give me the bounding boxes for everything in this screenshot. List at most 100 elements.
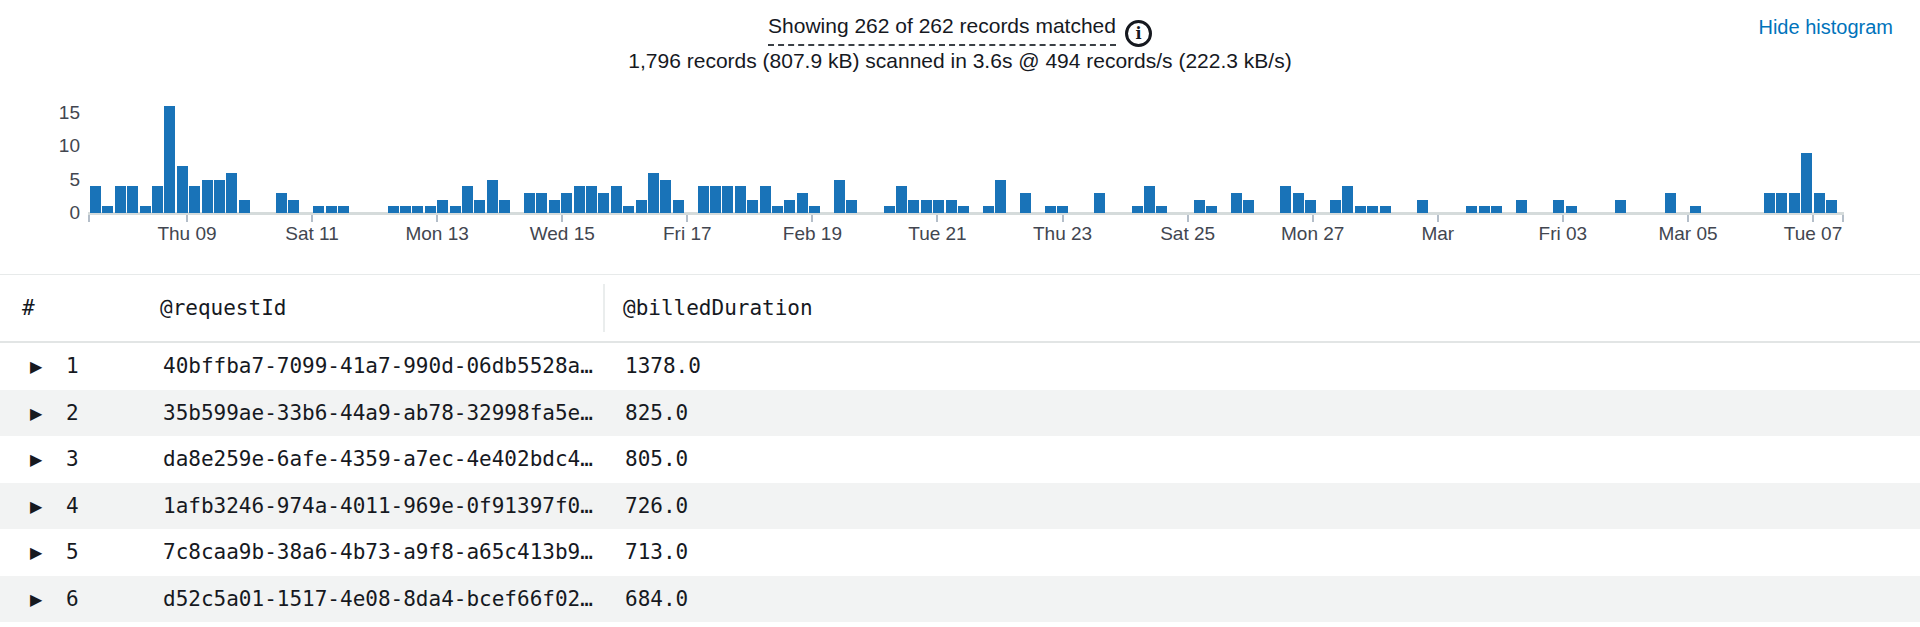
histogram-bar[interactable] xyxy=(462,186,473,213)
table-row[interactable]: ▶41afb3246-974a-4011-969e-0f91397f0…726.… xyxy=(0,483,1920,530)
histogram-bar[interactable] xyxy=(1280,186,1291,213)
histogram-bar[interactable] xyxy=(90,186,101,213)
histogram-bar[interactable] xyxy=(1355,206,1366,213)
histogram-bar[interactable] xyxy=(1367,206,1378,213)
histogram-bar[interactable] xyxy=(487,180,498,213)
column-resize-handle[interactable] xyxy=(603,284,605,332)
histogram-bar[interactable] xyxy=(1194,200,1205,213)
histogram-bar[interactable] xyxy=(760,186,771,213)
table-row[interactable]: ▶140bffba7-7099-41a7-990d-06db5528a…1378… xyxy=(0,343,1920,390)
histogram-bar[interactable] xyxy=(846,200,857,213)
histogram-bar[interactable] xyxy=(561,193,572,213)
histogram-bar[interactable] xyxy=(1466,206,1477,213)
histogram-bar[interactable] xyxy=(1206,206,1217,213)
histogram-bar[interactable] xyxy=(338,206,349,213)
histogram-bar[interactable] xyxy=(884,206,895,213)
histogram-bar[interactable] xyxy=(115,186,126,213)
histogram-bar[interactable] xyxy=(474,200,485,213)
histogram-bar[interactable] xyxy=(648,173,659,213)
histogram-bar[interactable] xyxy=(636,200,647,213)
histogram-bar[interactable] xyxy=(276,193,287,213)
histogram-bar[interactable] xyxy=(896,186,907,213)
histogram-bar[interactable] xyxy=(710,186,721,213)
histogram-bar[interactable] xyxy=(958,206,969,213)
histogram-bar[interactable] xyxy=(574,186,585,213)
row-expander-icon[interactable]: ▶ xyxy=(30,589,42,608)
histogram-bar[interactable] xyxy=(1132,206,1143,213)
histogram-bar[interactable] xyxy=(1156,206,1167,213)
histogram-bar[interactable] xyxy=(784,200,795,213)
histogram-bar[interactable] xyxy=(239,200,250,213)
histogram-bar[interactable] xyxy=(177,166,188,213)
histogram-bar[interactable] xyxy=(127,186,138,213)
histogram-bar[interactable] xyxy=(946,200,957,213)
row-expander-icon[interactable]: ▶ xyxy=(30,357,42,376)
histogram-bar[interactable] xyxy=(412,206,423,213)
histogram-bar[interactable] xyxy=(722,186,733,213)
histogram-bar[interactable] xyxy=(499,200,510,213)
table-row[interactable]: ▶6d52c5a01-1517-4e08-8da4-bcef66f02…684.… xyxy=(0,576,1920,623)
histogram-bar[interactable] xyxy=(1553,200,1564,213)
histogram-bar[interactable] xyxy=(1665,193,1676,213)
histogram-bar[interactable] xyxy=(809,206,820,213)
table-row[interactable]: ▶3da8e259e-6afe-4359-a7ec-4e402bdc4…805.… xyxy=(0,436,1920,483)
histogram-chart[interactable]: 051015Thu 09Sat 11Mon 13Wed 15Fri 17Feb … xyxy=(0,0,1920,260)
table-row[interactable]: ▶57c8caa9b-38a6-4b73-a9f8-a65c413b9…713.… xyxy=(0,529,1920,576)
histogram-bar[interactable] xyxy=(660,180,671,213)
column-header-requestid[interactable]: @requestId xyxy=(160,296,286,320)
histogram-bar[interactable] xyxy=(1690,206,1701,213)
histogram-bar[interactable] xyxy=(995,180,1006,213)
histogram-bar[interactable] xyxy=(797,193,808,213)
histogram-bar[interactable] xyxy=(425,206,436,213)
histogram-bar[interactable] xyxy=(1801,153,1812,213)
histogram-bar[interactable] xyxy=(1231,193,1242,213)
histogram-bar[interactable] xyxy=(1020,193,1031,213)
histogram-bar[interactable] xyxy=(313,206,324,213)
histogram-bar[interactable] xyxy=(1330,200,1341,213)
histogram-bar[interactable] xyxy=(1144,186,1155,213)
histogram-bar[interactable] xyxy=(536,193,547,213)
table-row[interactable]: ▶235b599ae-33b6-44a9-ab78-32998fa5e…825.… xyxy=(0,390,1920,437)
histogram-bar[interactable] xyxy=(586,186,597,213)
histogram-bar[interactable] xyxy=(214,180,225,213)
histogram-bar[interactable] xyxy=(1491,206,1502,213)
histogram-bar[interactable] xyxy=(1305,200,1316,213)
histogram-bar[interactable] xyxy=(1826,200,1837,213)
histogram-bar[interactable] xyxy=(437,200,448,213)
histogram-bar[interactable] xyxy=(983,206,994,213)
histogram-bar[interactable] xyxy=(1516,200,1527,213)
histogram-bar[interactable] xyxy=(450,206,461,213)
histogram-bar[interactable] xyxy=(747,200,758,213)
histogram-bar[interactable] xyxy=(152,186,163,213)
histogram-bar[interactable] xyxy=(908,200,919,213)
histogram-bar[interactable] xyxy=(1814,193,1825,213)
histogram-bar[interactable] xyxy=(388,206,399,213)
histogram-bar[interactable] xyxy=(1776,193,1787,213)
row-expander-icon[interactable]: ▶ xyxy=(30,543,42,562)
histogram-bar[interactable] xyxy=(1417,200,1428,213)
column-header-billedduration[interactable]: @billedDuration xyxy=(623,296,813,320)
histogram-bar[interactable] xyxy=(1566,206,1577,213)
histogram-bar[interactable] xyxy=(611,186,622,213)
histogram-bar[interactable] xyxy=(326,206,337,213)
histogram-bar[interactable] xyxy=(549,200,560,213)
histogram-bar[interactable] xyxy=(921,200,932,213)
histogram-bar[interactable] xyxy=(1764,193,1775,213)
histogram-bar[interactable] xyxy=(1094,193,1105,213)
histogram-bar[interactable] xyxy=(1479,206,1490,213)
histogram-bar[interactable] xyxy=(524,193,535,213)
row-expander-icon[interactable]: ▶ xyxy=(30,450,42,469)
histogram-bar[interactable] xyxy=(226,173,237,213)
histogram-bar[interactable] xyxy=(598,193,609,213)
histogram-bar[interactable] xyxy=(288,200,299,213)
histogram-bar[interactable] xyxy=(102,206,113,213)
histogram-bar[interactable] xyxy=(772,206,783,213)
histogram-bar[interactable] xyxy=(400,206,411,213)
histogram-bar[interactable] xyxy=(1380,206,1391,213)
histogram-bar[interactable] xyxy=(933,200,944,213)
row-expander-icon[interactable]: ▶ xyxy=(30,403,42,422)
histogram-bar[interactable] xyxy=(1615,200,1626,213)
histogram-bar[interactable] xyxy=(1057,206,1068,213)
column-header-number[interactable]: # xyxy=(22,296,35,320)
histogram-bar[interactable] xyxy=(1045,206,1056,213)
